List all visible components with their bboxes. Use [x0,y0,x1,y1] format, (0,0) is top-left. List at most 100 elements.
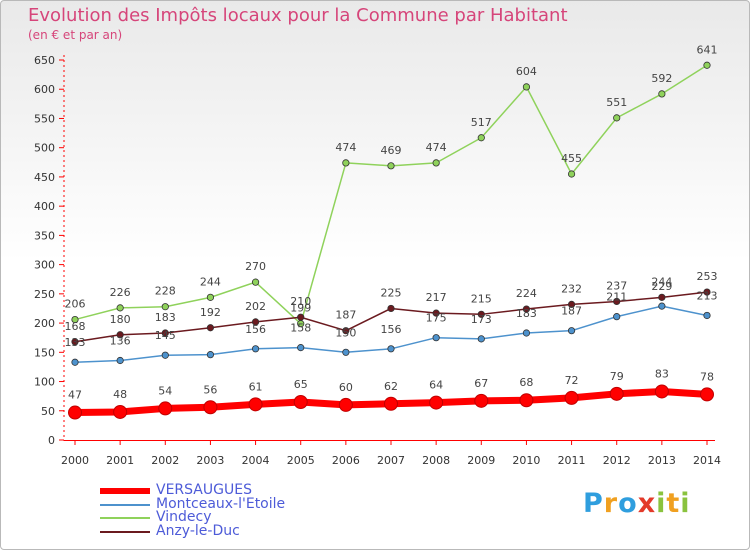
data-point [248,397,263,412]
y-tick-label: 500 [34,142,55,155]
data-point [206,293,215,301]
data-label: 211 [606,291,627,304]
data-point [71,338,79,346]
data-point [203,400,218,415]
x-tick-label: 2004 [242,454,270,467]
data-label: 180 [110,313,131,326]
data-point [432,334,440,342]
logo-letter: i [656,488,667,519]
logo-letter: i [680,488,691,519]
data-label: 156 [245,323,266,336]
data-point [474,393,489,408]
data-label: 133 [65,336,86,349]
data-label: 65 [294,378,308,391]
y-tick-label: 600 [34,83,55,96]
data-label: 47 [68,389,82,402]
data-point [116,331,124,339]
y-tick-label: 550 [34,112,55,125]
data-label: 136 [110,334,131,347]
data-point [338,397,353,412]
data-point [609,386,624,401]
logo-letter: r [603,488,619,519]
data-point [522,305,531,313]
data-label: 592 [651,72,672,85]
data-label: 168 [65,320,86,333]
data-label: 474 [335,141,356,154]
data-label: 226 [110,286,131,299]
data-point [251,318,260,326]
data-point [658,293,666,301]
logo-letter: P [583,488,604,519]
data-label: 213 [697,289,718,302]
y-tick-label: 650 [34,54,55,67]
y-tick-label: 200 [34,317,55,330]
data-point [342,159,350,167]
y-tick-label: 250 [34,288,55,301]
data-point [432,159,440,167]
data-label: 72 [565,374,579,387]
data-label: 228 [155,285,176,298]
data-label: 229 [651,280,672,293]
data-label: 173 [471,313,492,326]
data-point [613,313,621,321]
data-point [206,351,215,359]
data-point [703,311,711,320]
data-point [251,345,260,353]
data-label: 244 [651,275,672,288]
legend-label: Montceaux-l'Etoile [156,495,286,512]
y-tick-label: 150 [34,346,55,359]
x-tick-label: 2010 [512,454,540,467]
logo-letter: x [637,488,657,519]
data-point [71,315,79,324]
x-tick-label: 2000 [61,454,89,467]
data-point [522,83,531,91]
data-point [613,114,621,122]
data-label: 68 [519,376,533,389]
data-point [116,304,124,312]
x-tick-label: 2001 [106,454,134,467]
x-tick-label: 2002 [151,454,179,467]
data-point [342,327,350,335]
data-point [387,345,395,353]
data-label: 83 [655,367,669,380]
logo-letter: o [618,488,638,519]
data-label: 225 [381,286,402,299]
data-label: 56 [203,383,217,396]
legend-swatch [100,488,150,494]
data-point [567,300,576,308]
data-label: 474 [426,141,447,154]
data-point [297,313,305,321]
data-label: 158 [290,322,311,335]
legend-swatch [100,503,150,506]
y-tick-label: 100 [34,376,55,389]
data-point [432,309,440,317]
x-tick-label: 2008 [422,454,450,467]
data-label: 150 [335,326,356,339]
data-point [703,61,711,69]
data-label: 62 [384,380,398,393]
data-point [703,288,711,296]
data-point [522,329,531,337]
data-point [251,278,260,286]
data-point [116,356,124,365]
data-label: 210 [290,295,311,308]
x-tick-label: 2009 [467,454,495,467]
chart-subtitle: (en € et par an) [28,28,123,42]
data-point [613,297,621,306]
logo-letter: t [666,488,681,519]
data-point [477,335,485,343]
y-tick-label: 350 [34,229,55,242]
data-label: 641 [697,43,718,56]
y-tick-label: 0 [48,434,55,447]
y-tick-label: 50 [41,405,55,418]
data-label: 551 [606,96,627,109]
data-point [113,404,128,419]
y-tick-label: 450 [34,171,55,184]
data-point [161,329,169,337]
legend-label: Anzy-le-Duc [156,522,240,539]
data-point [297,344,305,352]
data-point [158,401,173,416]
data-label: 244 [200,275,221,288]
data-point [387,162,395,170]
